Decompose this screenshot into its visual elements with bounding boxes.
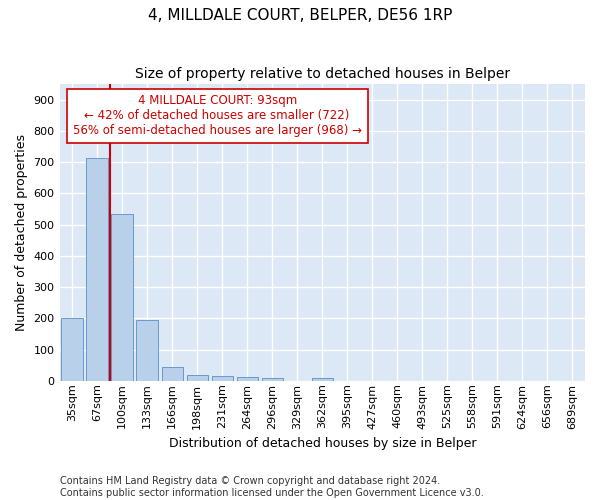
Bar	[86, 158, 108, 381]
Y-axis label: Number of detached properties: Number of detached properties	[15, 134, 28, 331]
Bar	[161, 366, 183, 381]
Bar	[236, 377, 258, 381]
Bar	[262, 378, 283, 381]
Title: Size of property relative to detached houses in Belper: Size of property relative to detached ho…	[135, 68, 510, 82]
Bar	[311, 378, 333, 381]
X-axis label: Distribution of detached houses by size in Belper: Distribution of detached houses by size …	[169, 437, 476, 450]
Bar	[136, 320, 158, 381]
Text: 4, MILLDALE COURT, BELPER, DE56 1RP: 4, MILLDALE COURT, BELPER, DE56 1RP	[148, 8, 452, 22]
Text: 4 MILLDALE COURT: 93sqm
← 42% of detached houses are smaller (722)
56% of semi-d: 4 MILLDALE COURT: 93sqm ← 42% of detache…	[73, 94, 362, 138]
Bar	[112, 214, 133, 381]
Bar	[187, 374, 208, 381]
Text: Contains HM Land Registry data © Crown copyright and database right 2024.
Contai: Contains HM Land Registry data © Crown c…	[60, 476, 484, 498]
Bar	[212, 376, 233, 381]
Bar	[61, 318, 83, 381]
